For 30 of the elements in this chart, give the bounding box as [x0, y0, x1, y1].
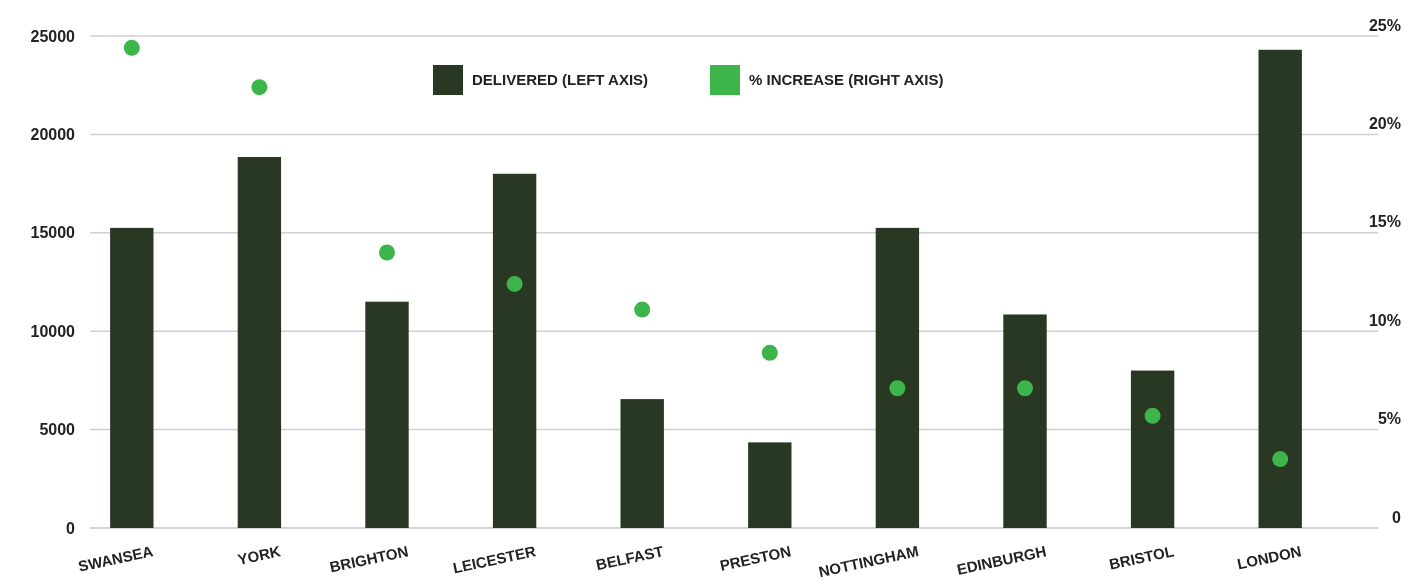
bar	[1258, 49, 1302, 528]
bar	[1130, 370, 1175, 528]
bar	[365, 301, 409, 528]
y2-tick-label: 10%	[1368, 311, 1401, 329]
bar	[492, 173, 537, 528]
x-tick-label: PRESTON	[718, 542, 793, 574]
y-tick-label: 10000	[30, 322, 76, 340]
y2-tick-label: 15%	[1368, 213, 1401, 231]
x-tick-label: BRISTOL	[1107, 542, 1176, 573]
bar	[748, 442, 792, 528]
x-tick-label: SWANSEA	[76, 542, 155, 575]
bar	[1003, 314, 1047, 528]
bar	[110, 227, 154, 528]
bar	[237, 157, 282, 528]
y-tick-label: 0	[66, 519, 76, 537]
bar	[875, 227, 920, 528]
y2-tick-label: 5%	[1377, 410, 1401, 428]
x-tick-label: BELFAST	[594, 542, 665, 574]
y2-tick-label: 0	[1392, 508, 1402, 526]
y-tick-label: 20000	[30, 126, 76, 143]
legend-label: DELIVERED (LEFT AXIS)	[472, 71, 649, 89]
y-tick-label: 25000	[30, 27, 76, 45]
bar	[620, 399, 664, 528]
y2-tick-label: 25%	[1368, 16, 1401, 34]
y2-tick-label: 20%	[1368, 115, 1401, 132]
y-tick-label: 5000	[39, 421, 76, 439]
x-tick-label: LONDON	[1235, 542, 1303, 573]
y-tick-label: 15000	[30, 224, 76, 242]
legend-label: % INCREASE (RIGHT AXIS)	[749, 71, 944, 89]
x-tick-label: YORK	[236, 542, 283, 568]
